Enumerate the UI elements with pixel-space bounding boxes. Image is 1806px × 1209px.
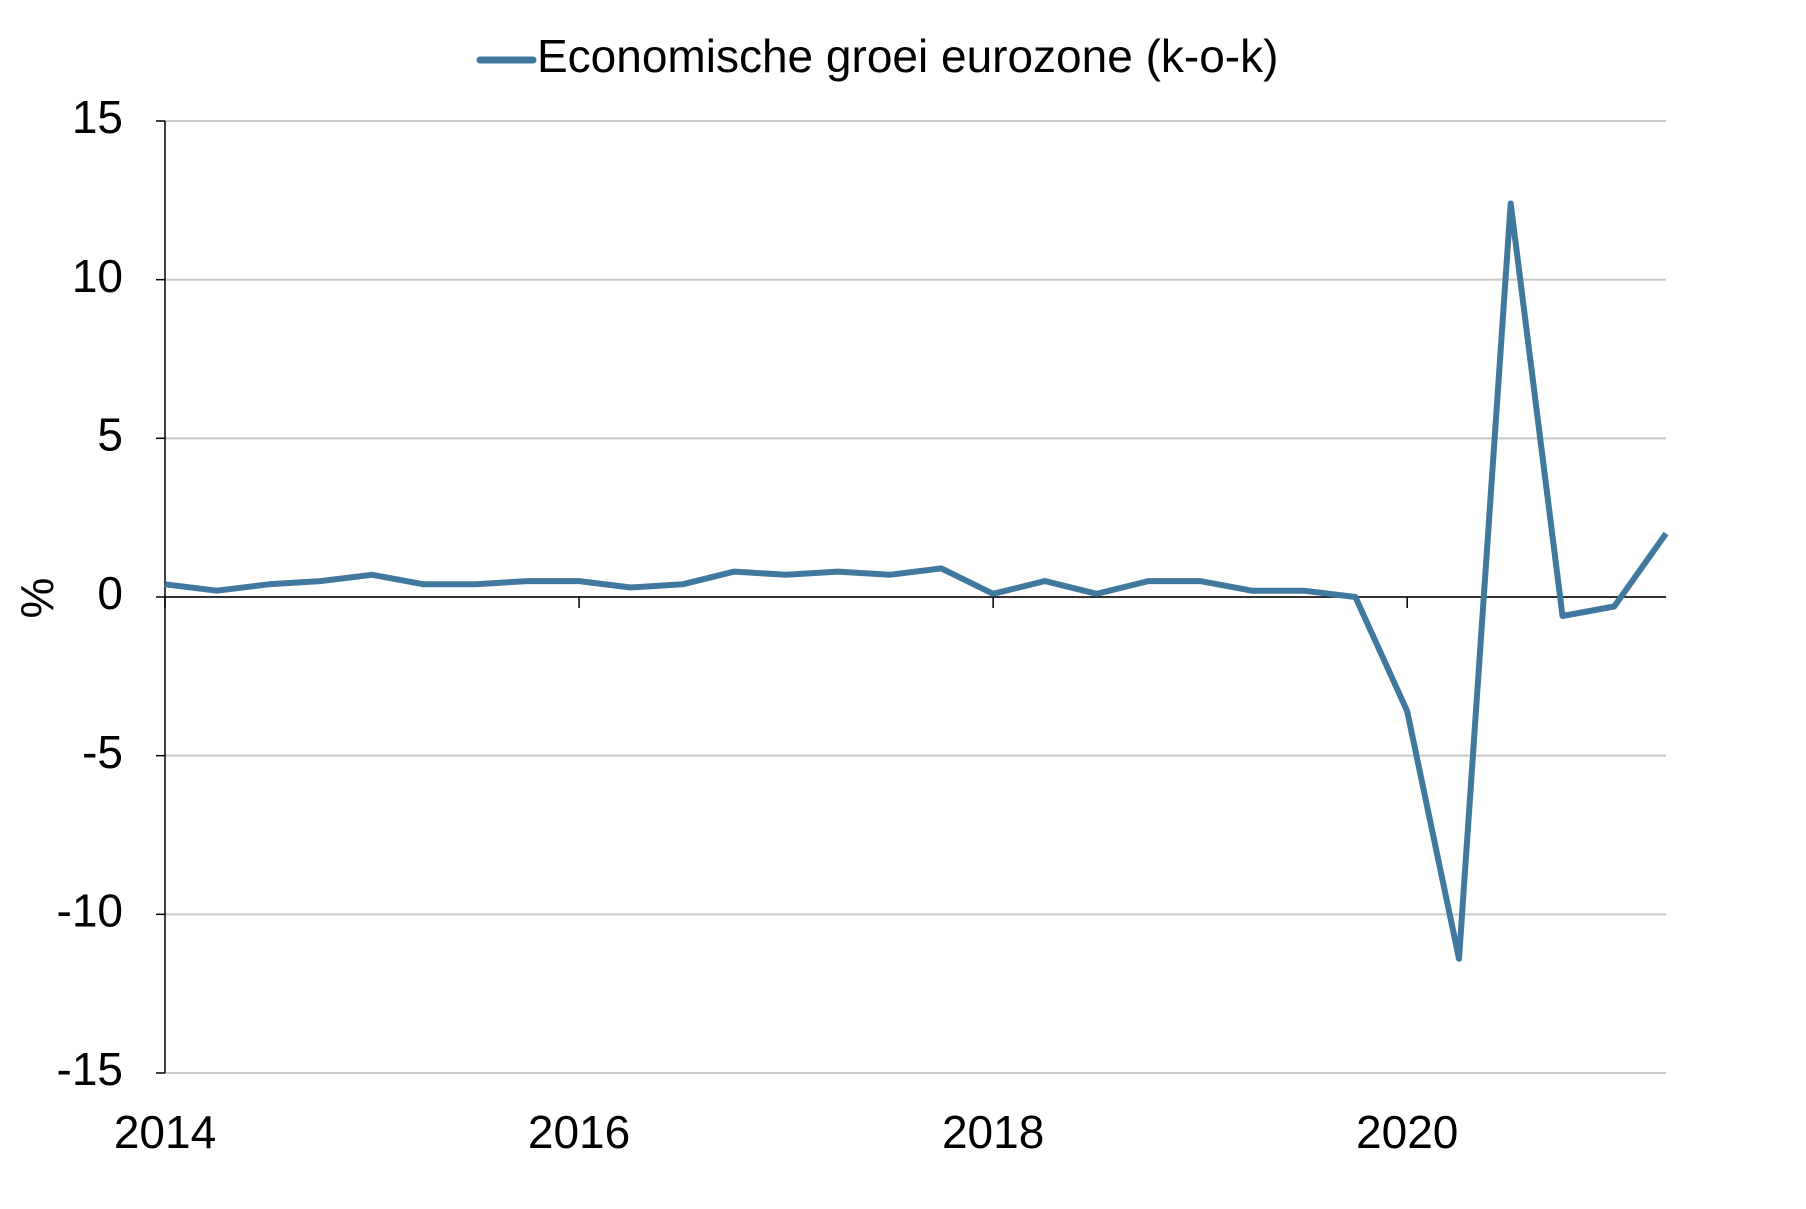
y-tick-label: 5 bbox=[97, 408, 123, 460]
y-tick-label: 0 bbox=[97, 567, 123, 619]
data-line bbox=[164, 200, 1669, 962]
legend-label: Economische groei eurozone (k-o-k) bbox=[537, 30, 1278, 82]
y-tick-label: -15 bbox=[57, 1043, 123, 1095]
x-tick-label: 2020 bbox=[1356, 1106, 1458, 1158]
y-tick-label: 10 bbox=[72, 250, 123, 302]
y-tick-label: -10 bbox=[57, 884, 123, 936]
x-tick-label: 2018 bbox=[942, 1106, 1044, 1158]
y-tick-label: -5 bbox=[82, 726, 123, 778]
x-tick-label: 2014 bbox=[114, 1106, 216, 1158]
x-tick-label: 2016 bbox=[528, 1106, 630, 1158]
y-axis-label: % bbox=[11, 578, 63, 619]
y-tick-label: 15 bbox=[72, 91, 123, 143]
